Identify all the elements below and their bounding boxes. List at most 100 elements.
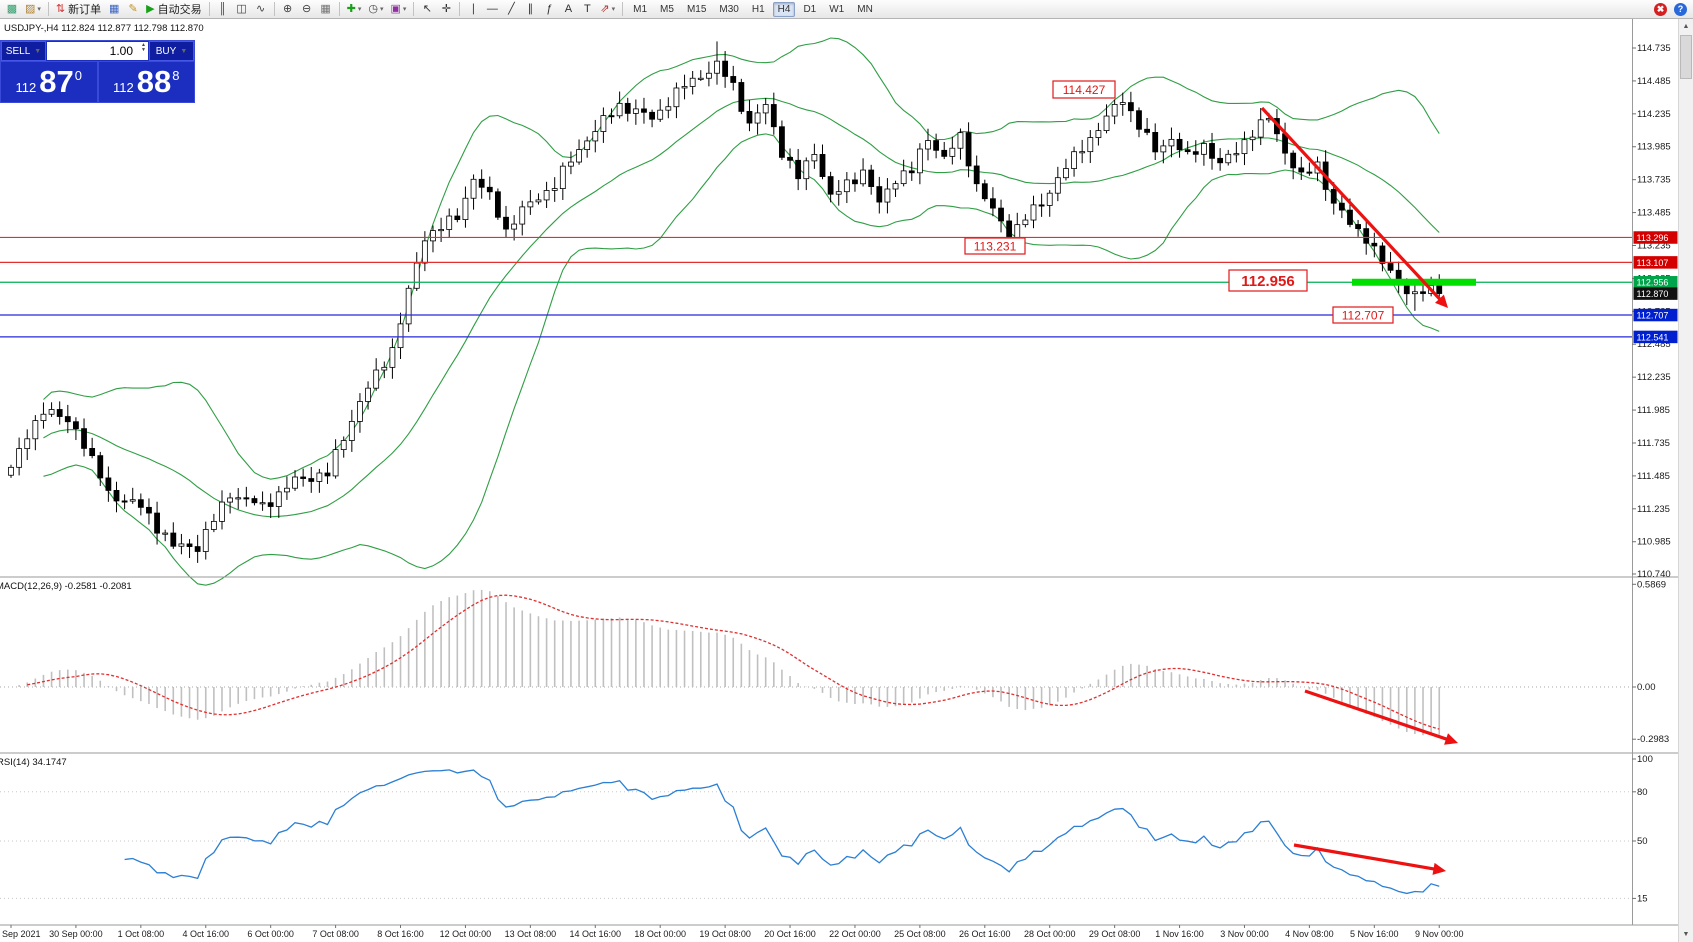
svg-text:8 Oct 16:00: 8 Oct 16:00 — [377, 929, 424, 939]
svg-text:112.707: 112.707 — [1342, 308, 1385, 322]
line-chart-icon[interactable]: ∿ — [252, 1, 270, 18]
chevron-down-icon: ▾ — [402, 6, 407, 13]
scroll-down-icon[interactable]: ▼ — [1682, 931, 1690, 938]
svg-text:22 Oct 00:00: 22 Oct 00:00 — [829, 929, 881, 939]
tile-windows-icon: ▦ — [320, 2, 331, 15]
chart-profiles-icon[interactable]: ▨ ▾ — [22, 1, 44, 18]
svg-text:7 Oct 08:00: 7 Oct 08:00 — [312, 929, 359, 939]
new-order-button[interactable]: ⇅ 新订单 — [53, 1, 104, 18]
volume-value: 1.00 — [109, 44, 133, 58]
svg-text:112.956: 112.956 — [1637, 278, 1669, 288]
chart-window-icon[interactable]: ▦ — [105, 1, 123, 18]
timeframe-m15[interactable]: M15 — [686, 3, 707, 15]
timeframe-w1[interactable]: W1 — [829, 3, 845, 15]
timeframe-m5[interactable]: M5 — [660, 3, 674, 15]
zoom-in-icon[interactable]: ⊕ — [279, 1, 297, 18]
svg-text:112.870: 112.870 — [1637, 289, 1669, 299]
vertical-line-icon[interactable]: ∣ — [464, 1, 482, 18]
indicators-icon: ✚ — [346, 2, 356, 15]
chart-canvas[interactable]: 114.735 114.485 114.235 113.985 113.735 113.4… — [0, 19, 1693, 942]
svg-text:MACD(12,26,9) -0.2581 -0.2081: MACD(12,26,9) -0.2581 -0.2081 — [0, 581, 132, 592]
help-icon[interactable]: ? — [1671, 1, 1690, 18]
svg-text:114.735: 114.735 — [1637, 43, 1671, 54]
fibonacci-icon[interactable]: ƒ — [540, 1, 558, 18]
text-icon[interactable]: A — [559, 1, 577, 18]
svg-text:-0.2983: -0.2983 — [1637, 734, 1669, 745]
sell-dropdown[interactable]: SELL ▼ — [1, 41, 46, 61]
channel-icon[interactable]: ∥ — [521, 1, 539, 18]
svg-text:20 Oct 16:00: 20 Oct 16:00 — [764, 929, 816, 939]
panel-labels: USDJPY-,H4 112.824 112.877 112.798 112.8… — [0, 23, 204, 768]
zoom-out-icon[interactable]: ⊖ — [298, 1, 316, 18]
buy-price-figure: 112 — [113, 79, 134, 95]
metaeditor-icon[interactable]: ✎ — [124, 1, 142, 18]
toolbar-separator — [413, 2, 415, 16]
indicators-icon[interactable]: ✚ ▾ — [344, 1, 365, 18]
timeframe-m30[interactable]: M30 — [719, 3, 739, 15]
buy-price-big: 88 — [136, 64, 172, 100]
svg-text:29 Oct 08:00: 29 Oct 08:00 — [1089, 929, 1141, 939]
sell-button[interactable]: 112 87 0 — [1, 62, 97, 102]
volume-stepper[interactable]: 1.00 ▲ ▼ — [47, 42, 148, 60]
svg-text:14 Oct 16:00: 14 Oct 16:00 — [570, 929, 622, 939]
text-label-icon[interactable]: T — [578, 1, 596, 18]
price-chart[interactable]: 114.735 114.485 114.235 113.985 113.735 113.4… — [0, 19, 1693, 942]
timeframe-h1[interactable]: H1 — [751, 3, 765, 15]
axes: 114.735 114.485 114.235 113.985 113.735 113.4… — [0, 19, 1693, 939]
timeframe-d1[interactable]: D1 — [803, 3, 817, 15]
cursor-icon: ↖ — [422, 2, 432, 15]
svg-text:114.235: 114.235 — [1637, 109, 1671, 120]
trendline-icon: ╱ — [508, 2, 515, 15]
svg-text:113.485: 113.485 — [1637, 208, 1671, 219]
svg-text:111.735: 111.735 — [1637, 438, 1670, 449]
spinner-down-icon[interactable]: ▼ — [141, 47, 146, 53]
scroll-up-icon[interactable]: ▲ — [1682, 23, 1690, 30]
trendline-icon[interactable]: ╱ — [502, 1, 520, 18]
svg-text:113.735: 113.735 — [1637, 175, 1671, 186]
auto-trading-button: ▶ — [146, 2, 155, 15]
periods-icon[interactable]: ◷ ▾ — [365, 1, 386, 18]
svg-text:3 Nov 00:00: 3 Nov 00:00 — [1220, 929, 1269, 939]
templates-icon[interactable]: ▣ ▾ — [387, 1, 409, 18]
svg-text:113.985: 113.985 — [1637, 142, 1671, 153]
one-click-trading-panel: SELL ▼ 1.00 ▲ ▼ BUY ▼ 112 87 0 — [0, 40, 195, 103]
scrollbar-thumb[interactable] — [1680, 35, 1692, 79]
toolbar-separator — [338, 2, 340, 16]
periods-icon: ◷ — [368, 2, 378, 15]
templates-icon: ▣ — [390, 2, 401, 15]
vertical-scrollbar[interactable]: ▲ ▼ — [1678, 19, 1693, 942]
spinner-up-icon[interactable]: ▲ — [141, 42, 146, 48]
chevron-down-icon: ▾ — [37, 6, 41, 13]
arrows-icon[interactable]: ⇗ ▾ — [597, 1, 618, 18]
channel-icon: ∥ — [527, 2, 534, 15]
volume-spinner[interactable]: ▲ ▼ — [141, 43, 146, 53]
toolbar: ▩ ▨ ▾ ⇅ 新订单 ▦ ✎ ▶ 自动交易 ║ ◫ ∿ ⊕ ⊖ ▦ ✚ ▾ ◷ ▾ ▣ ▾ ↖ ✛ ∣ ― ╱ ∥ ƒ A T ⇗ ▾ M1 M… — [0, 0, 1693, 19]
new-chart-icon[interactable]: ▩ — [3, 1, 21, 18]
horizontal-line-icon[interactable]: ― — [483, 1, 501, 18]
bar-chart-icon: ║ — [218, 2, 227, 15]
auto-trading-button[interactable]: ▶ 自动交易 — [143, 1, 204, 18]
crosshair-icon[interactable]: ✛ — [437, 1, 455, 18]
toolbar-separator — [47, 2, 49, 16]
timeframe-m1[interactable]: M1 — [633, 3, 648, 15]
svg-text:114.485: 114.485 — [1637, 76, 1671, 87]
toolbar-separator — [273, 2, 275, 16]
chart-profiles-icon: ▨ — [25, 2, 36, 15]
cursor-icon[interactable]: ↖ — [418, 1, 436, 18]
buy-button[interactable]: 112 88 8 — [99, 62, 195, 102]
rsi-panel — [0, 769, 1632, 899]
timeframe-h4[interactable]: H4 — [772, 1, 796, 17]
timeframe-mn[interactable]: MN — [857, 3, 873, 15]
bar-chart-icon[interactable]: ║ — [214, 1, 232, 18]
svg-text:9 Nov 00:00: 9 Nov 00:00 — [1415, 929, 1464, 939]
svg-text:4 Nov 08:00: 4 Nov 08:00 — [1285, 929, 1334, 939]
svg-text:4 Oct 16:00: 4 Oct 16:00 — [182, 929, 229, 939]
candlestick-chart-icon[interactable]: ◫ — [233, 1, 251, 18]
svg-text:6 Oct 00:00: 6 Oct 00:00 — [247, 929, 294, 939]
stop-icon[interactable]: ✖ — [1651, 1, 1670, 18]
buy-dropdown[interactable]: BUY ▼ — [149, 41, 194, 61]
svg-text:50: 50 — [1637, 836, 1648, 847]
auto-trading-button-label: 自动交易 — [157, 4, 202, 16]
tile-windows-icon[interactable]: ▦ — [317, 1, 335, 18]
svg-text:5 Nov 16:00: 5 Nov 16:00 — [1350, 929, 1399, 939]
